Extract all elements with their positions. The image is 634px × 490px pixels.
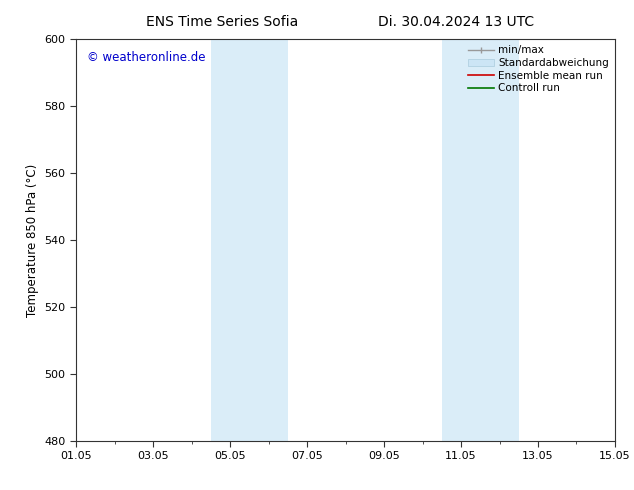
Text: ENS Time Series Sofia: ENS Time Series Sofia: [146, 15, 298, 29]
Text: © weatheronline.de: © weatheronline.de: [87, 51, 205, 64]
Text: Di. 30.04.2024 13 UTC: Di. 30.04.2024 13 UTC: [378, 15, 534, 29]
Legend: min/max, Standardabweichung, Ensemble mean run, Controll run: min/max, Standardabweichung, Ensemble me…: [463, 41, 613, 98]
Bar: [210, 39, 288, 441]
Y-axis label: Temperature 850 hPa (°C): Temperature 850 hPa (°C): [26, 164, 39, 317]
Bar: [442, 39, 519, 441]
